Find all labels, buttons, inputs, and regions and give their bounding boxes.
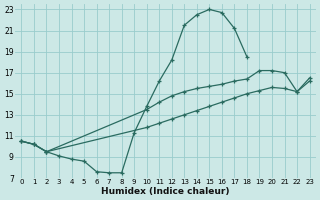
X-axis label: Humidex (Indice chaleur): Humidex (Indice chaleur) xyxy=(101,187,230,196)
